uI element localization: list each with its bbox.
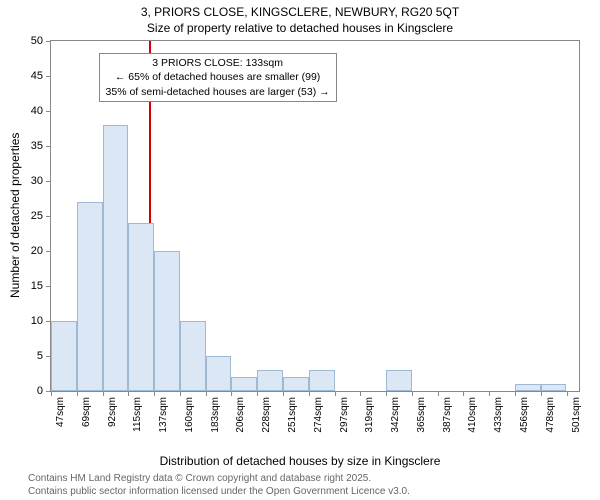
- title-line2: Size of property relative to detached ho…: [0, 20, 600, 36]
- xtick-mark: [180, 391, 181, 396]
- annotation-box: 3 PRIORS CLOSE: 133sqm ← 65% of detached…: [99, 53, 337, 102]
- xtick-label: 342sqm: [390, 397, 401, 437]
- xtick-mark: [463, 391, 464, 396]
- xtick-mark: [567, 391, 568, 396]
- ytick-label: 45: [31, 70, 43, 82]
- chart-container: 3, PRIORS CLOSE, KINGSCLERE, NEWBURY, RG…: [0, 0, 600, 500]
- y-axis-label: Number of detached properties: [8, 132, 22, 297]
- chart-titles: 3, PRIORS CLOSE, KINGSCLERE, NEWBURY, RG…: [0, 4, 600, 36]
- ytick-label: 25: [31, 210, 43, 222]
- ytick-label: 50: [31, 35, 43, 47]
- annotation-line1: 3 PRIORS CLOSE: 133sqm: [106, 56, 330, 70]
- xtick-mark: [51, 391, 52, 396]
- ytick-label: 20: [31, 245, 43, 257]
- attribution: Contains HM Land Registry data © Crown c…: [28, 472, 410, 498]
- xtick-mark: [103, 391, 104, 396]
- ytick-label: 40: [31, 105, 43, 117]
- ytick-mark: [46, 286, 51, 287]
- histogram-bar: [283, 377, 309, 391]
- xtick-label: 92sqm: [107, 397, 118, 437]
- attribution-line2: Contains public sector information licen…: [28, 485, 410, 498]
- histogram-bar: [541, 384, 567, 391]
- histogram-bar: [51, 321, 77, 391]
- ytick-label: 10: [31, 315, 43, 327]
- xtick-mark: [335, 391, 336, 396]
- xtick-label: 183sqm: [210, 397, 221, 437]
- xtick-label: 160sqm: [184, 397, 195, 437]
- histogram-bar: [154, 251, 180, 391]
- ytick-label: 35: [31, 140, 43, 152]
- histogram-bar: [386, 370, 412, 391]
- ytick-label: 30: [31, 175, 43, 187]
- xtick-mark: [386, 391, 387, 396]
- xtick-mark: [438, 391, 439, 396]
- ytick-mark: [46, 146, 51, 147]
- xtick-label: 297sqm: [339, 397, 350, 437]
- xtick-mark: [360, 391, 361, 396]
- histogram-bar: [231, 377, 257, 391]
- xtick-mark: [257, 391, 258, 396]
- ytick-mark: [46, 41, 51, 42]
- histogram-bar: [257, 370, 283, 391]
- xtick-label: 478sqm: [545, 397, 556, 437]
- xtick-label: 274sqm: [313, 397, 324, 437]
- xtick-mark: [541, 391, 542, 396]
- xtick-label: 47sqm: [55, 397, 66, 437]
- xtick-mark: [128, 391, 129, 396]
- xtick-label: 115sqm: [132, 397, 143, 437]
- annotation-line2: ← 65% of detached houses are smaller (99…: [106, 70, 330, 84]
- xtick-mark: [154, 391, 155, 396]
- xtick-label: 433sqm: [493, 397, 504, 437]
- xtick-label: 206sqm: [235, 397, 246, 437]
- ytick-mark: [46, 76, 51, 77]
- x-axis-label: Distribution of detached houses by size …: [0, 454, 600, 468]
- ytick-label: 5: [37, 350, 43, 362]
- ytick-mark: [46, 181, 51, 182]
- xtick-label: 251sqm: [287, 397, 298, 437]
- xtick-label: 69sqm: [81, 397, 92, 437]
- ytick-label: 0: [37, 385, 43, 397]
- histogram-bar: [77, 202, 103, 391]
- title-line1: 3, PRIORS CLOSE, KINGSCLERE, NEWBURY, RG…: [0, 4, 600, 20]
- plot-area: 3 PRIORS CLOSE: 133sqm ← 65% of detached…: [50, 40, 580, 392]
- xtick-label: 410sqm: [467, 397, 478, 437]
- histogram-bar: [103, 125, 129, 391]
- xtick-mark: [77, 391, 78, 396]
- ytick-label: 15: [31, 280, 43, 292]
- attribution-line1: Contains HM Land Registry data © Crown c…: [28, 472, 410, 485]
- ytick-mark: [46, 111, 51, 112]
- xtick-mark: [489, 391, 490, 396]
- histogram-bar: [128, 223, 154, 391]
- annotation-line3: 35% of semi-detached houses are larger (…: [106, 85, 330, 99]
- xtick-label: 228sqm: [261, 397, 272, 437]
- xtick-label: 137sqm: [158, 397, 169, 437]
- xtick-label: 387sqm: [442, 397, 453, 437]
- histogram-bar: [515, 384, 541, 391]
- xtick-mark: [309, 391, 310, 396]
- histogram-bar: [206, 356, 232, 391]
- xtick-mark: [412, 391, 413, 396]
- histogram-bar: [309, 370, 335, 391]
- xtick-label: 456sqm: [519, 397, 530, 437]
- xtick-label: 365sqm: [416, 397, 427, 437]
- xtick-label: 319sqm: [364, 397, 375, 437]
- ytick-mark: [46, 251, 51, 252]
- ytick-mark: [46, 216, 51, 217]
- xtick-label: 501sqm: [571, 397, 582, 437]
- histogram-bar: [180, 321, 206, 391]
- xtick-mark: [283, 391, 284, 396]
- xtick-mark: [515, 391, 516, 396]
- xtick-mark: [206, 391, 207, 396]
- xtick-mark: [231, 391, 232, 396]
